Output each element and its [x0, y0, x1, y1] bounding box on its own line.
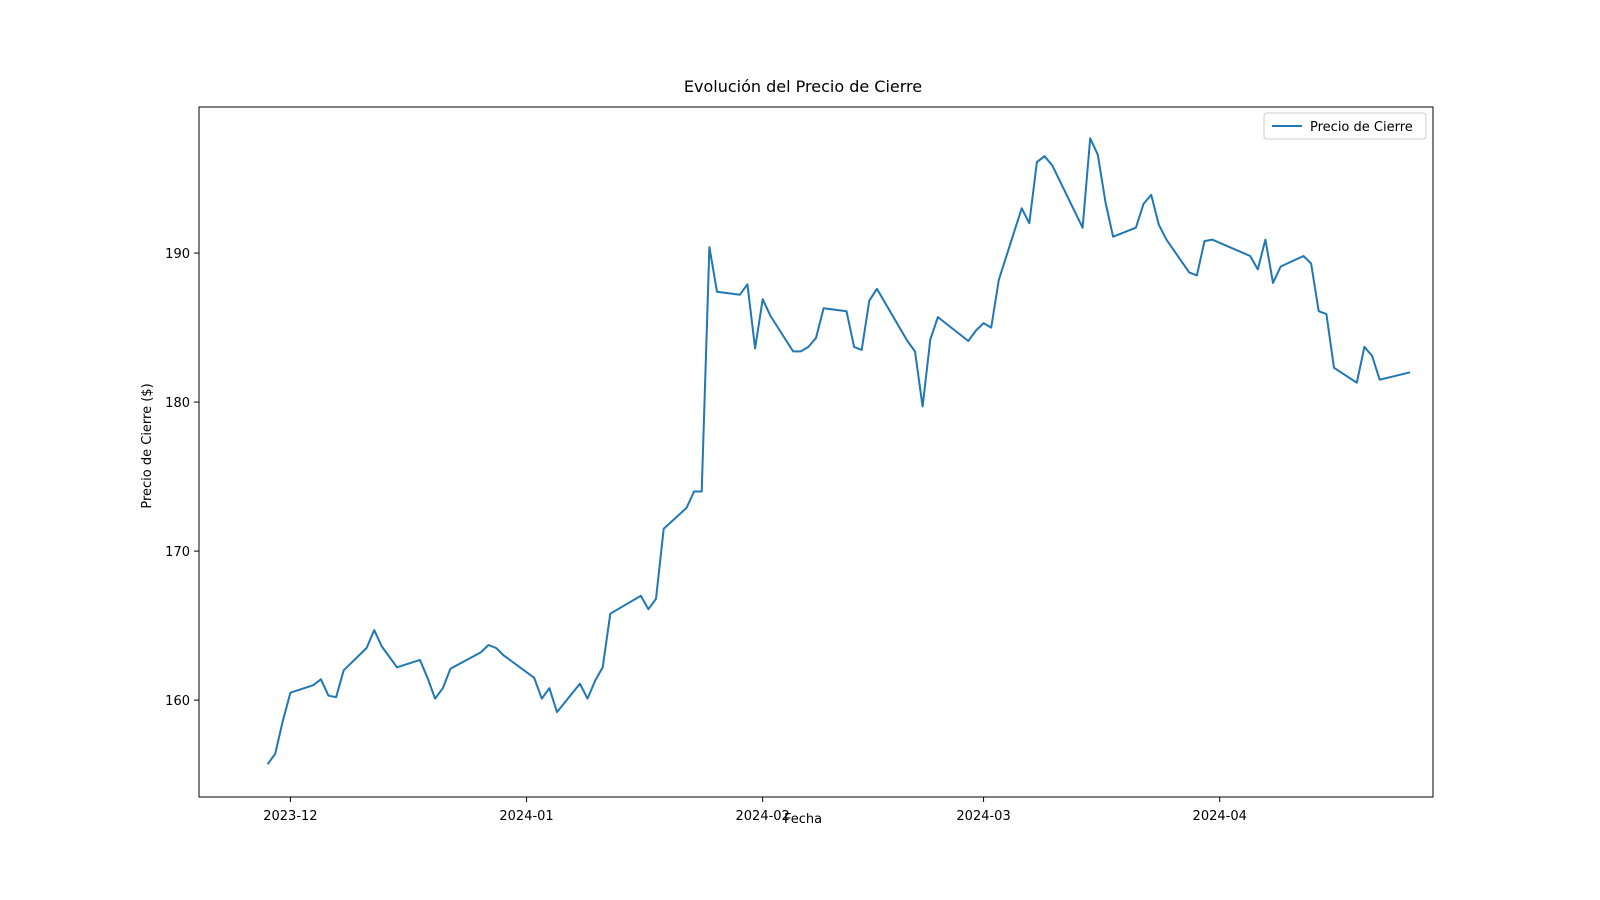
- y-tick-label: 170: [165, 545, 190, 560]
- y-axis: 160 170 180 190: [165, 247, 199, 709]
- x-tick-label: 2024-04: [1193, 809, 1247, 824]
- legend: Precio de Cierre: [1263, 112, 1427, 140]
- y-tick-label: 160: [165, 694, 190, 709]
- x-tick-label: 2024-03: [956, 809, 1010, 824]
- legend-box: [1263, 112, 1427, 140]
- chart-title: Evolución del Precio de Cierre: [684, 77, 922, 96]
- x-tick-label: 2024-02: [736, 809, 790, 824]
- x-axis-label: Fecha: [784, 812, 822, 827]
- series-line-0: [266, 137, 1411, 765]
- y-tick-label: 190: [165, 247, 190, 262]
- plot-area: [198, 106, 1434, 798]
- x-axis: 2023-12 2024-01 2024-02 2024-03 2024-04: [263, 797, 1247, 824]
- y-axis-label: Precio de Cierre ($): [140, 383, 155, 508]
- x-tick-label: 2024-01: [499, 809, 553, 824]
- x-tick-label: 2023-12: [263, 809, 317, 824]
- plot-frame: [198, 106, 1434, 798]
- y-tick-label: 180: [165, 396, 190, 411]
- legend-label: Precio de Cierre: [1310, 120, 1413, 135]
